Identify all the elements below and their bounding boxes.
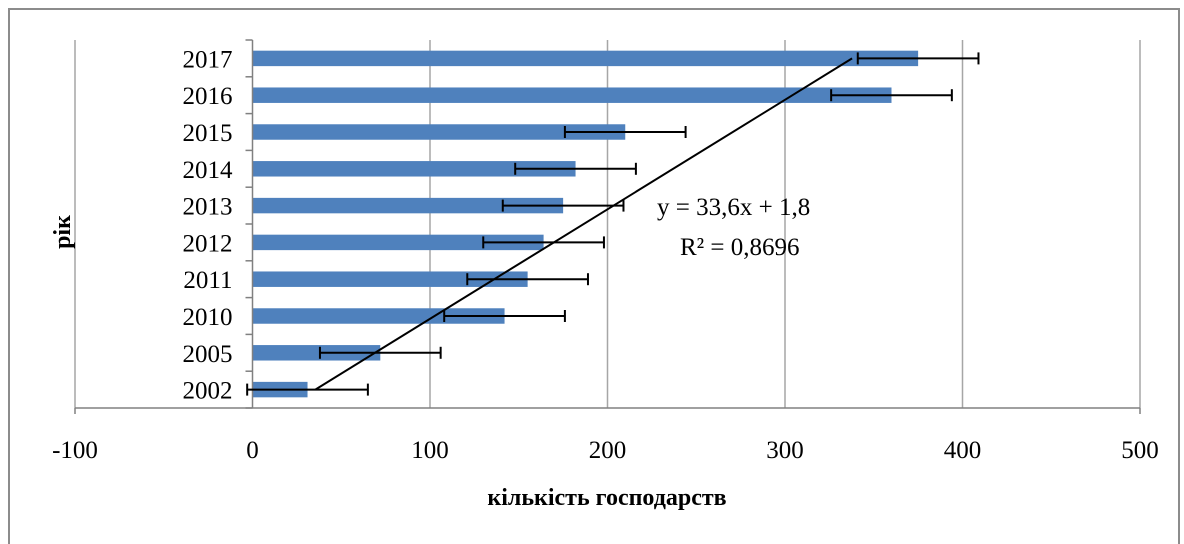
x-tick-label: 300 <box>766 437 804 464</box>
bar <box>252 197 564 214</box>
y-axis-title: рік <box>50 215 76 249</box>
y-tick-label: 2005 <box>183 341 233 368</box>
error-bar <box>501 199 625 212</box>
error-bar <box>482 236 605 249</box>
y-tick-label: 2016 <box>183 83 233 110</box>
x-axis-title: кількість господарств <box>487 485 726 511</box>
y-tick-label: 2013 <box>183 194 233 221</box>
error-bar <box>563 126 687 138</box>
error-bar <box>856 52 980 65</box>
trendline <box>314 57 853 391</box>
bar <box>252 87 892 103</box>
y-tick-label: 2017 <box>183 46 233 73</box>
bar <box>252 50 919 67</box>
x-tick-label: 400 <box>944 437 982 464</box>
bar <box>252 345 381 361</box>
y-tick-label: 2014 <box>183 157 234 184</box>
bar <box>252 234 544 251</box>
error-bar <box>443 310 566 322</box>
x-tick-label: 500 <box>1121 437 1159 464</box>
bar <box>252 271 528 287</box>
error-bar <box>830 89 953 102</box>
x-tick-label: -100 <box>52 437 98 464</box>
y-tick-label: 2015 <box>183 120 233 147</box>
bar <box>252 124 626 140</box>
chart-frame <box>8 8 1180 544</box>
trendline-equation: y = 33,6x + 1,8 <box>657 194 810 221</box>
error-bar <box>318 346 442 359</box>
x-tick-label: 200 <box>589 437 627 464</box>
error-bar <box>466 273 589 286</box>
y-tick-label: 2012 <box>183 230 233 257</box>
error-bar <box>246 383 369 396</box>
x-tick-label: 0 <box>246 437 259 464</box>
error-bar <box>514 162 637 175</box>
y-tick-label: 2010 <box>183 304 233 331</box>
bar <box>252 161 576 177</box>
trendline-r-squared: R² = 0,8696 <box>680 234 800 261</box>
y-tick-label: 2011 <box>183 267 232 294</box>
y-tick-label: 2002 <box>183 378 233 405</box>
x-tick-label: 100 <box>411 437 449 464</box>
